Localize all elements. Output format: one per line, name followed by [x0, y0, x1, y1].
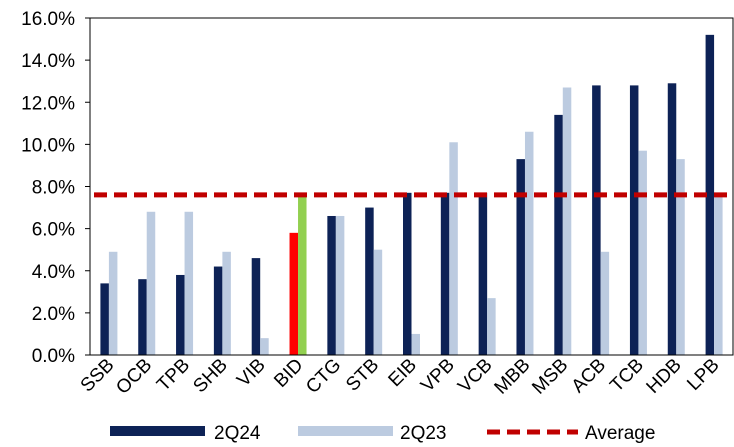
bar-2q24-acb: [592, 85, 601, 356]
bar-2q24-vcb: [478, 192, 488, 355]
bar-2q24-shb: [213, 266, 223, 355]
x-tick-label-vpb: VPB: [417, 355, 459, 397]
bar-2q24-vib: [251, 258, 261, 355]
bar-2q24-lpb: [705, 34, 715, 355]
bar-2q23-eib: [411, 333, 420, 355]
bar-2q23-vpb: [449, 142, 458, 355]
y-tick-label: 8.0%: [32, 178, 75, 199]
x-tick-label-ssb: SSB: [77, 355, 119, 397]
y-tick-label: 0.0%: [32, 346, 75, 367]
bar-2q23-mbb: [524, 131, 534, 355]
x-tick-label-bid: BID: [270, 355, 307, 392]
x-tick-label-msb: MSB: [528, 355, 572, 399]
x-tick-label-vib: VIB: [233, 355, 270, 392]
x-tick-label-vcb: VCB: [454, 355, 496, 397]
y-tick-label: 10.0%: [21, 135, 75, 156]
bar-2q23-ocb: [146, 211, 156, 355]
x-tick-label-tpb: TPB: [153, 355, 194, 396]
legend: 2Q24 2Q23 Average: [110, 423, 655, 444]
bar-2q23-hdb: [676, 159, 685, 355]
bar-2q23-ctg: [335, 215, 345, 355]
y-tick-label: 6.0%: [32, 220, 75, 241]
plot-area-border: [89, 17, 734, 356]
y-tick-label: 16.0%: [21, 9, 75, 30]
y-tick-label: 14.0%: [21, 51, 75, 72]
bar-2q24-stb: [365, 207, 374, 355]
y-axis-ticks: 0.0% 2.0% 4.0% 6.0% 8.0% 10.0% 12.0% 14.0% 16.0%: [21, 9, 90, 367]
y-tick-label: 12.0%: [21, 93, 75, 114]
bar-2q23-vib: [260, 338, 269, 355]
x-tick-label-ctg: CTG: [302, 355, 345, 398]
x-tick-label-mbb: MBB: [491, 355, 535, 399]
legend-label-2q24: 2Q24: [214, 423, 261, 444]
bar-2q23-ssb: [108, 251, 118, 355]
bar-2q24-eib: [403, 192, 412, 355]
bar-2q23-shb: [222, 251, 231, 355]
legend-label-2q23: 2Q23: [400, 423, 446, 444]
bar-2q23-stb: [373, 249, 383, 355]
bar-2q23-bid: [298, 192, 307, 355]
bar-2q24-ssb: [100, 283, 109, 355]
bar-2q23-tcb: [638, 150, 647, 355]
bar-2q24-ocb: [138, 279, 147, 355]
bar-2q23-lpb: [714, 194, 723, 355]
x-tick-label-acb: ACB: [568, 355, 610, 397]
bar-2q24-msb: [554, 114, 563, 355]
x-tick-label-shb: SHB: [189, 355, 231, 397]
bar-2q24-hdb: [667, 83, 677, 355]
y-tick-label: 2.0%: [32, 304, 75, 325]
legend-swatch-2q24: [110, 426, 205, 436]
x-tick-label-lpb: LPB: [683, 355, 723, 395]
bar-2q23-acb: [600, 251, 610, 355]
x-tick-label-ocb: OCB: [112, 355, 156, 399]
bar-2q24-ctg: [327, 215, 336, 355]
bar-2q24-bid: [289, 232, 299, 355]
bar-2q24-tpb: [176, 274, 185, 355]
bar-2q24-tcb: [629, 85, 639, 356]
x-tick-label-hdb: HDB: [643, 355, 686, 398]
bar-2q23-msb: [562, 87, 572, 355]
bar-2q23-vcb: [487, 298, 496, 355]
bars: [100, 34, 723, 356]
bar-2q23-tpb: [184, 211, 194, 355]
x-tick-label-eib: EIB: [385, 355, 422, 392]
legend-swatch-2q23: [298, 426, 393, 436]
bar-2q24-vpb: [440, 192, 450, 355]
x-tick-label-stb: STB: [342, 355, 383, 396]
y-tick-label: 4.0%: [32, 262, 75, 283]
x-tick-label-tcb: TCB: [606, 355, 648, 397]
legend-label-average: Average: [585, 423, 655, 444]
bar-2q24-mbb: [516, 159, 525, 355]
